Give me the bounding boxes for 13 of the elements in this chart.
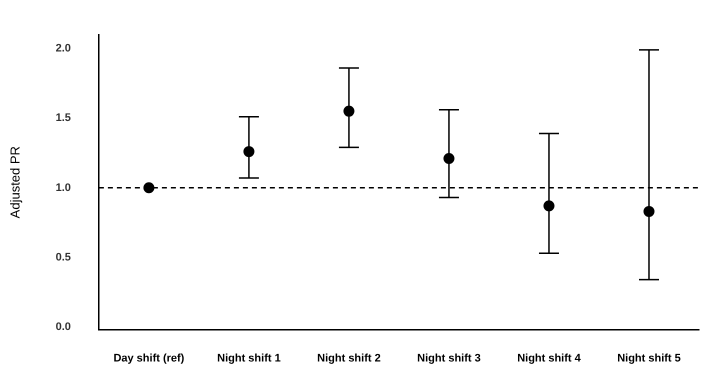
- x-tick-label: Night shift 3: [417, 352, 481, 364]
- x-tick-label: Night shift 1: [217, 352, 281, 364]
- y-tick-label: 0.5: [56, 251, 71, 264]
- x-tick-label: Night shift 4: [517, 352, 582, 364]
- y-tick-label: 1.5: [56, 112, 71, 124]
- x-tick-label: Night shift 5: [617, 352, 681, 364]
- point: [143, 182, 154, 194]
- y-tick-label: 0.0: [56, 321, 71, 334]
- y-tick-label: 1.0: [56, 182, 71, 194]
- x-tick-label: Day shift (ref): [113, 352, 185, 364]
- y-tick-label: 2.0: [56, 42, 71, 55]
- y-axis-title: Adjusted PR: [7, 146, 22, 218]
- x-tick-label: Night shift 2: [317, 352, 381, 364]
